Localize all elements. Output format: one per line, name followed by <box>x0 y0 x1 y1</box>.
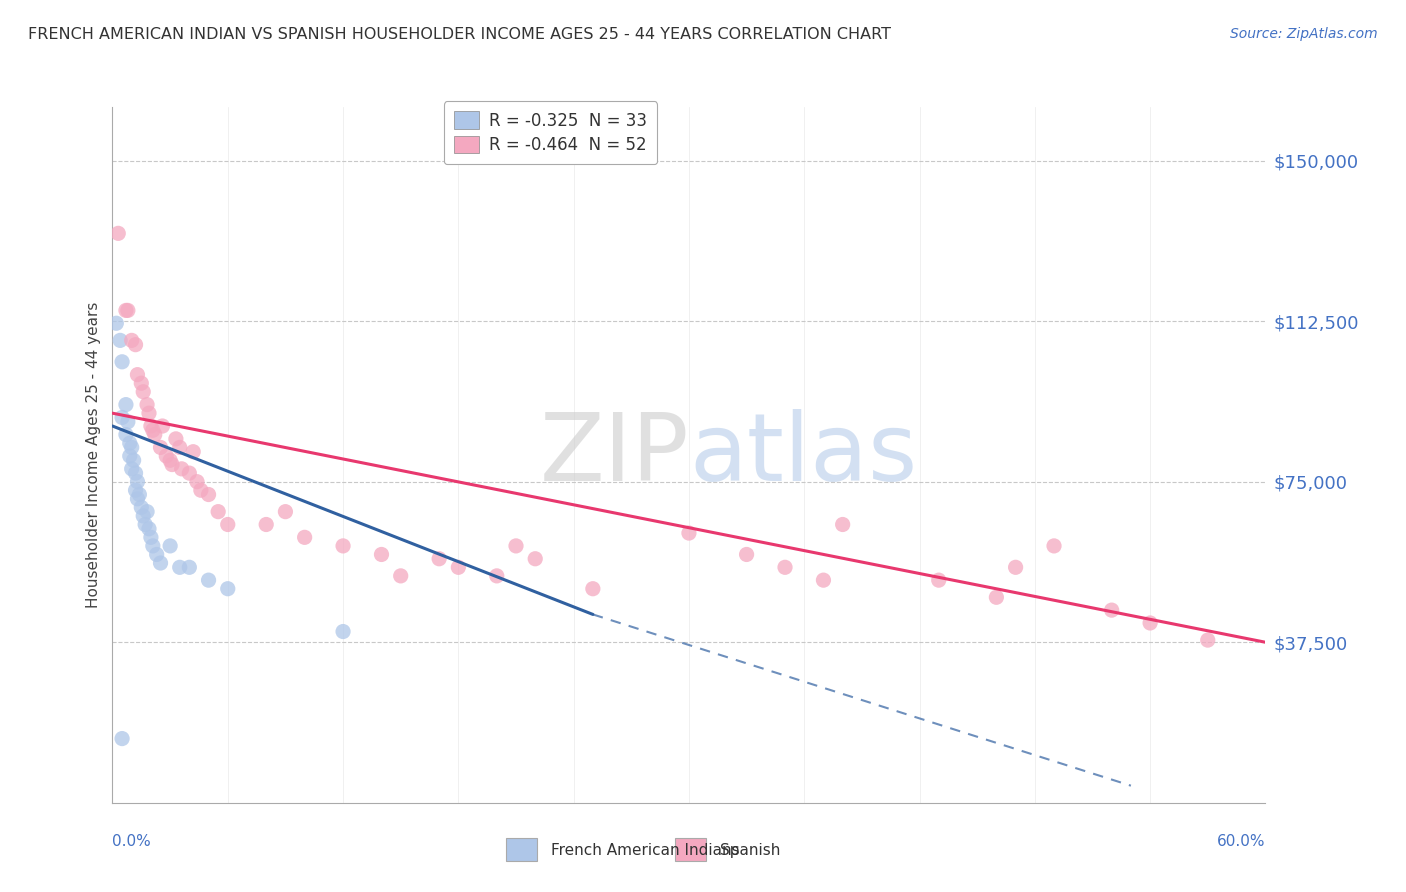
Legend: R = -0.325  N = 33, R = -0.464  N = 52: R = -0.325 N = 33, R = -0.464 N = 52 <box>444 102 657 164</box>
Point <box>370 548 392 562</box>
Point <box>505 539 527 553</box>
Point <box>118 436 141 450</box>
Point <box>197 573 219 587</box>
Point <box>111 731 134 746</box>
Text: French American Indians: French American Indians <box>551 843 740 857</box>
Point <box>105 316 128 330</box>
Point <box>117 303 139 318</box>
Point <box>134 517 156 532</box>
Point <box>121 462 143 476</box>
Point <box>485 569 508 583</box>
Text: Spanish: Spanish <box>720 843 780 857</box>
Point <box>207 505 229 519</box>
Point <box>447 560 470 574</box>
Point <box>678 526 700 541</box>
Point <box>121 334 143 348</box>
Point <box>115 427 138 442</box>
Point <box>254 517 277 532</box>
Text: atlas: atlas <box>689 409 917 501</box>
Y-axis label: Householder Income Ages 25 - 44 years: Householder Income Ages 25 - 44 years <box>86 301 101 608</box>
Point <box>149 556 172 570</box>
Point <box>524 551 547 566</box>
Point <box>1101 603 1123 617</box>
Point <box>142 539 165 553</box>
Point <box>735 548 758 562</box>
Point <box>138 522 160 536</box>
Point <box>274 505 297 519</box>
Point <box>582 582 605 596</box>
Point <box>179 466 201 480</box>
Text: FRENCH AMERICAN INDIAN VS SPANISH HOUSEHOLDER INCOME AGES 25 - 44 YEARS CORRELAT: FRENCH AMERICAN INDIAN VS SPANISH HOUSEH… <box>28 27 891 42</box>
Point <box>813 573 835 587</box>
Point <box>332 624 354 639</box>
Point <box>111 355 134 369</box>
Point <box>127 491 149 506</box>
Point <box>170 462 193 476</box>
Point <box>115 303 138 318</box>
Point <box>1004 560 1026 574</box>
Text: 60.0%: 60.0% <box>1218 834 1265 849</box>
Point <box>139 530 162 544</box>
Point <box>121 441 143 455</box>
Point <box>332 539 354 553</box>
Point <box>773 560 796 574</box>
Point <box>138 406 160 420</box>
Point <box>127 475 149 489</box>
Point <box>129 376 153 391</box>
Point <box>122 453 145 467</box>
Point <box>197 487 219 501</box>
Point <box>159 539 181 553</box>
Point <box>142 423 165 437</box>
Point <box>132 508 155 523</box>
Point <box>217 517 239 532</box>
Point <box>831 517 853 532</box>
Point <box>159 453 181 467</box>
Point <box>115 398 138 412</box>
Point <box>169 441 191 455</box>
Point <box>127 368 149 382</box>
Text: Source: ZipAtlas.com: Source: ZipAtlas.com <box>1230 27 1378 41</box>
Point <box>129 500 153 515</box>
Point <box>186 475 208 489</box>
Point <box>136 505 159 519</box>
Point <box>190 483 212 498</box>
Point <box>294 530 316 544</box>
Point <box>217 582 239 596</box>
Point <box>118 449 141 463</box>
Point <box>124 466 146 480</box>
Text: ZIP: ZIP <box>540 409 689 501</box>
Point <box>427 551 450 566</box>
Point <box>160 458 183 472</box>
Point <box>143 427 166 442</box>
Point <box>1139 615 1161 630</box>
Point <box>124 483 146 498</box>
Point <box>124 337 146 351</box>
Point <box>155 449 177 463</box>
Point <box>149 441 172 455</box>
Point <box>145 548 167 562</box>
Point <box>1043 539 1066 553</box>
Point <box>928 573 950 587</box>
Point <box>181 444 204 458</box>
Point <box>111 410 134 425</box>
Point <box>139 419 162 434</box>
Point <box>136 398 159 412</box>
Point <box>152 419 174 434</box>
Point <box>1197 633 1219 648</box>
Point <box>389 569 412 583</box>
Point <box>107 227 129 241</box>
Point <box>108 334 131 348</box>
Point <box>117 415 139 429</box>
Point <box>128 487 150 501</box>
Point <box>179 560 201 574</box>
Point <box>132 384 155 399</box>
Point <box>165 432 187 446</box>
Point <box>169 560 191 574</box>
Point <box>986 591 1008 605</box>
Text: 0.0%: 0.0% <box>112 834 152 849</box>
